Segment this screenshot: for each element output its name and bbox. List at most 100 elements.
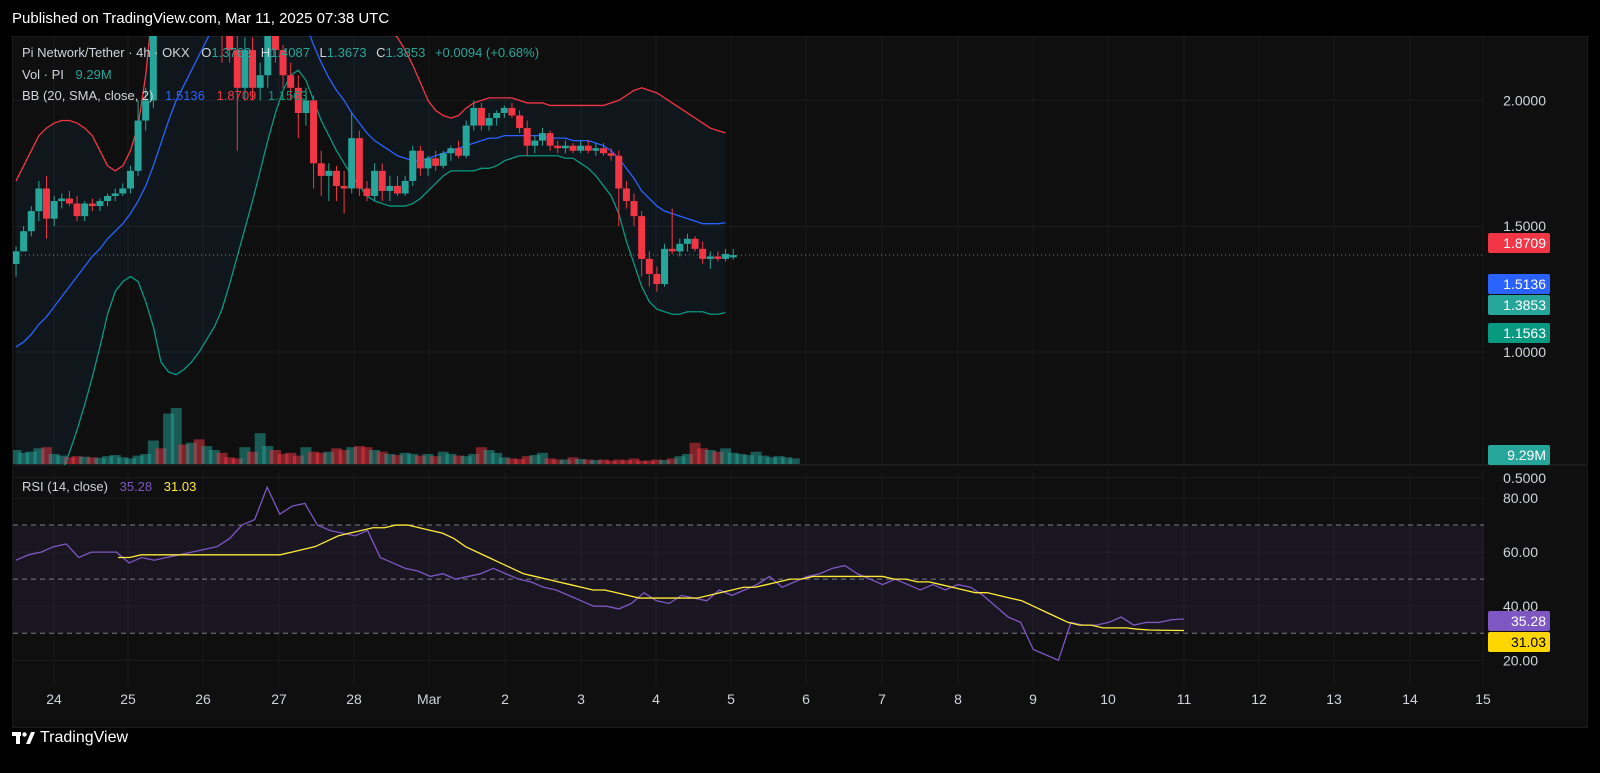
- legend-low-label: L: [319, 45, 327, 60]
- volume-bar: [697, 448, 709, 464]
- volume-badge-bg: [1488, 445, 1550, 465]
- volume-bar: [48, 453, 60, 464]
- volume-bar: [544, 458, 556, 464]
- volume-bar: [651, 459, 663, 464]
- volume-bar: [170, 408, 182, 464]
- volume-bar: [300, 447, 312, 464]
- bb-lower-badge-text: 1.1563: [1503, 325, 1546, 341]
- candle-body: [600, 148, 608, 154]
- time-tick-label: 15: [1475, 691, 1491, 707]
- volume-bar: [71, 456, 83, 464]
- candle-body: [523, 128, 531, 146]
- volume-bar: [13, 450, 22, 464]
- bb-basis-badge-bg: [1488, 274, 1550, 294]
- candle-body: [340, 185, 348, 189]
- volume-bar: [620, 460, 632, 464]
- volume-bar: [498, 457, 510, 464]
- volume-bar: [765, 457, 777, 464]
- volume-bar: [552, 459, 564, 464]
- volume-bar: [773, 456, 785, 464]
- candle-body: [142, 100, 150, 121]
- candle-body: [271, 36, 279, 51]
- volume-bar: [613, 459, 625, 464]
- legend-rsi-ma: 31.03: [163, 479, 197, 494]
- volume-bar: [247, 451, 259, 464]
- candle-body: [27, 211, 35, 232]
- legend-change: +0.0094 (+0.68%): [434, 45, 540, 60]
- candle-body: [241, 50, 249, 88]
- volume-bar: [735, 453, 747, 464]
- volume-bar: [216, 452, 228, 464]
- candle-body: [302, 100, 310, 113]
- volume-bar: [590, 460, 602, 464]
- candle-body: [119, 188, 127, 194]
- candle-body: [104, 196, 112, 202]
- candle-body: [622, 188, 630, 202]
- candle-body: [264, 36, 272, 76]
- volume-bar: [399, 452, 411, 464]
- volume-bar: [308, 451, 320, 464]
- volume-bar: [41, 447, 53, 464]
- candle-body: [592, 148, 600, 151]
- volume-bar: [208, 450, 220, 464]
- candle-body: [325, 170, 333, 176]
- top-bar: Published on TradingView.com, Mar 11, 20…: [0, 0, 1600, 36]
- candle-body: [317, 163, 325, 176]
- legend-symbol[interactable]: Pi Network/Tether · 4h · OKX: [22, 45, 190, 60]
- volume-bar: [140, 453, 152, 464]
- candle-body: [691, 238, 699, 249]
- time-tick-label: 24: [46, 691, 62, 707]
- volume-bar: [483, 450, 495, 464]
- brand-name[interactable]: TradingView: [40, 729, 129, 746]
- candle-body: [409, 150, 417, 181]
- candle-body: [58, 198, 66, 202]
- candle-body: [294, 87, 302, 113]
- rsi-tick-label: 20.00: [1503, 652, 1538, 668]
- bb-upper-badge-bg: [1488, 233, 1550, 253]
- volume-bar: [124, 458, 136, 464]
- candle-body: [279, 50, 287, 76]
- time-tick-label: 3: [577, 691, 585, 707]
- volume-bar: [781, 457, 793, 464]
- rsi-tick-label: 60.00: [1503, 544, 1538, 560]
- volume-bar: [25, 451, 37, 464]
- bb-upper-badge: 1.8709: [1488, 233, 1550, 253]
- volume-bar: [102, 456, 114, 464]
- legend-bb-label[interactable]: BB (20, SMA, close, 2): [22, 88, 154, 103]
- price-tick-label: 1.0000: [1503, 344, 1546, 360]
- candle-body: [424, 158, 432, 169]
- volume-bar: [239, 447, 251, 464]
- volume-bar: [185, 442, 197, 464]
- price-tick-label: 1.5000: [1503, 218, 1546, 234]
- volume-bar: [18, 452, 30, 464]
- time-tick-label: 6: [802, 691, 810, 707]
- candle-body: [661, 248, 669, 285]
- time-tick-label: 28: [346, 691, 362, 707]
- bb-upper-badge-text: 1.8709: [1503, 235, 1546, 251]
- volume-bar: [491, 452, 503, 464]
- legend-bollinger: BB (20, SMA, close, 2) 1.5136 1.8709 1.1…: [22, 88, 310, 103]
- rsi-ma-badge-bg: [1488, 632, 1550, 652]
- bb-band-fill: [16, 36, 726, 465]
- rsi-ma-badge-text: 31.03: [1511, 634, 1546, 650]
- volume-bar: [681, 453, 693, 464]
- volume-bar: [689, 442, 701, 464]
- candle-body: [401, 180, 409, 194]
- volume-bar: [86, 457, 98, 464]
- legend-rsi-label[interactable]: RSI (14, close): [22, 479, 108, 494]
- volume-bar: [674, 456, 686, 464]
- volume-bar: [56, 455, 68, 464]
- candle-body: [645, 258, 653, 275]
- candle-body: [355, 138, 363, 189]
- time-tick-label: 2: [501, 691, 509, 707]
- volume-bar: [720, 448, 732, 464]
- legend-volume-label[interactable]: Vol · PI: [22, 67, 64, 82]
- tradingview-logo-icon[interactable]: [12, 730, 36, 746]
- rsi-tick-label: 80.00: [1503, 490, 1538, 506]
- chart-frame[interactable]: [12, 36, 1588, 728]
- candle-body: [546, 133, 554, 146]
- volume-bar: [582, 459, 594, 464]
- volume-bar: [659, 460, 671, 464]
- volume-bar: [514, 458, 526, 464]
